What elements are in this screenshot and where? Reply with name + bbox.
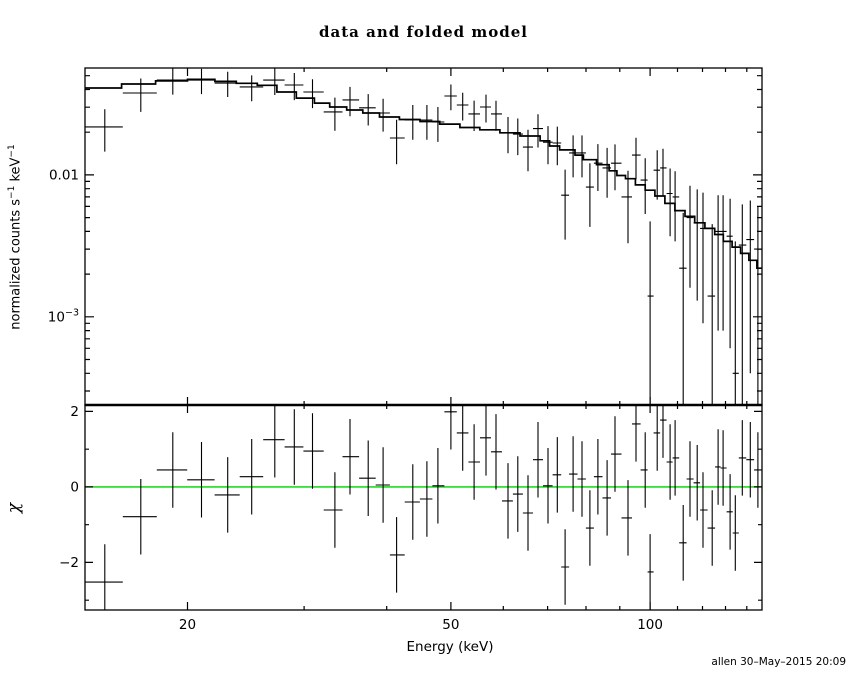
y-tick-label: 10−3 — [48, 307, 79, 325]
top-panel-frame — [84, 67, 763, 406]
plot-credit: allen 30–May–2015 20:09 — [711, 656, 846, 668]
y-axis-label-chi: χ — [4, 502, 24, 514]
y-tick-label: 0.01 — [49, 167, 79, 183]
chart-title: data and folded model — [319, 23, 528, 41]
chi-tick-label: 0 — [70, 479, 79, 495]
axis-ticks — [85, 68, 762, 610]
chi-tick-label: −2 — [59, 555, 79, 571]
x-axis-label: Energy (keV) — [406, 639, 494, 655]
y-axis-label-counts: normalized counts s−1 keV−1 — [7, 144, 24, 330]
chi-points — [85, 405, 762, 610]
data-points — [85, 68, 762, 405]
bottom-panel-frame — [84, 404, 763, 611]
chi-tick-label: 2 — [70, 404, 79, 420]
x-tick-label: 50 — [442, 617, 459, 633]
model-histogram — [85, 78, 762, 270]
x-tick-label: 20 — [179, 617, 196, 633]
x-tick-label: 100 — [637, 617, 663, 633]
